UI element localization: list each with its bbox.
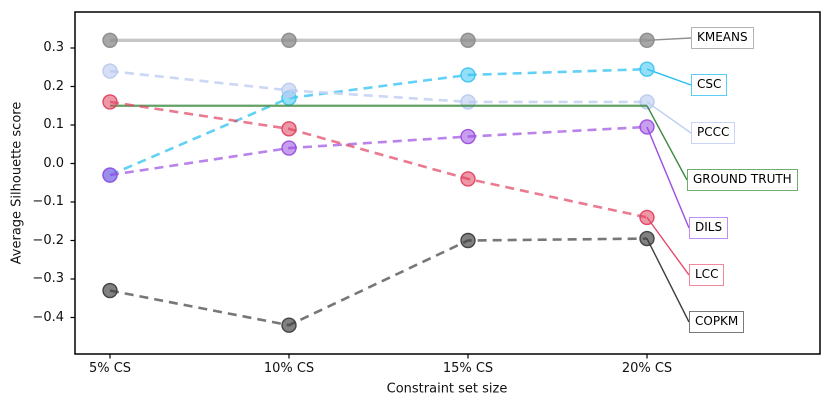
data-point-pccc-1 bbox=[281, 82, 297, 99]
data-point-dils-1 bbox=[281, 140, 297, 156]
y-tick-label: −0.3 bbox=[32, 271, 64, 286]
x-axis-title: Constraint set size bbox=[386, 381, 508, 397]
y-tick-label: 0.0 bbox=[43, 155, 64, 171]
data-point-lcc-1 bbox=[281, 121, 297, 137]
data-point-copkm-1 bbox=[281, 317, 297, 333]
data-point-csc-3 bbox=[639, 61, 655, 77]
data-point-lcc-0 bbox=[102, 94, 118, 110]
y-tick-label: 0.3 bbox=[43, 40, 64, 55]
y-tick-label: −0.4 bbox=[32, 309, 64, 325]
y-tick-label: 0.1 bbox=[43, 117, 64, 132]
legend-leader-ground-truth bbox=[646, 105, 688, 181]
data-point-dils-3 bbox=[639, 119, 655, 135]
legend-box-csc: CSC bbox=[691, 74, 728, 96]
legend-box-dils: DILS bbox=[689, 217, 729, 239]
plot-border bbox=[74, 11, 821, 355]
data-point-kmeans-0 bbox=[102, 32, 118, 48]
data-point-dils-0 bbox=[102, 167, 118, 183]
x-tick-label: 10% CS bbox=[263, 361, 315, 376]
legend-leader-pccc bbox=[646, 101, 692, 134]
y-tick-label: −0.1 bbox=[32, 194, 64, 209]
series-line-csc bbox=[109, 67, 648, 177]
data-point-lcc-2 bbox=[460, 171, 476, 187]
y-axis-title: Average Silhouette score bbox=[9, 101, 25, 265]
data-point-pccc-0 bbox=[102, 63, 118, 79]
data-point-kmeans-1 bbox=[281, 32, 297, 48]
series-line-copkm bbox=[109, 237, 648, 327]
y-tick-label: −0.2 bbox=[32, 232, 64, 248]
data-point-kmeans-3 bbox=[639, 32, 655, 48]
x-tick-label: 5% CS bbox=[88, 361, 132, 376]
data-point-lcc-3 bbox=[639, 209, 655, 226]
data-point-csc-2 bbox=[460, 67, 476, 83]
y-tick-label: 0.2 bbox=[43, 78, 64, 94]
x-tick-label: 15% CS bbox=[442, 361, 494, 376]
legend-box-kmeans: KMEANS bbox=[691, 27, 754, 49]
legend-leader-copkm bbox=[646, 238, 690, 323]
legend-leader-lcc bbox=[646, 216, 690, 276]
legend-leader-csc bbox=[646, 68, 692, 86]
x-tick-label: 20% CS bbox=[621, 361, 673, 376]
series-line-dils bbox=[109, 125, 648, 177]
legend-box-copkm: COPKM bbox=[689, 311, 745, 333]
data-point-copkm-2 bbox=[460, 232, 476, 249]
legend-box-lcc: LCC bbox=[689, 264, 725, 286]
legend-box-ground-truth: GROUND TRUTH bbox=[687, 169, 798, 191]
legend-leader-dils bbox=[646, 126, 690, 229]
legend-box-pccc: PCCC bbox=[691, 122, 736, 144]
series-line-pccc bbox=[109, 69, 647, 104]
data-point-dils-2 bbox=[460, 128, 476, 145]
data-point-kmeans-2 bbox=[460, 32, 476, 48]
data-point-copkm-0 bbox=[102, 282, 118, 299]
data-point-copkm-3 bbox=[639, 230, 655, 247]
series-line-lcc bbox=[109, 100, 648, 219]
